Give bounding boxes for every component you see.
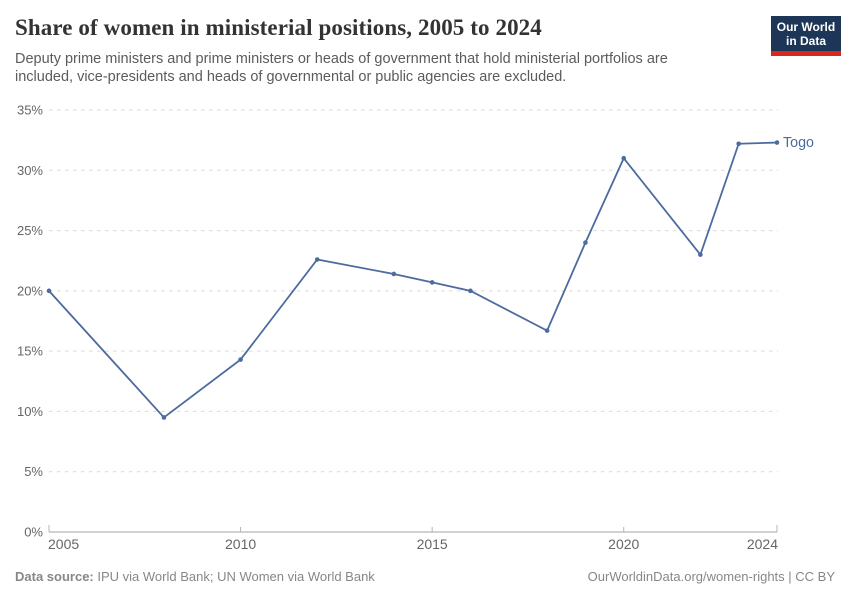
owid-logo-line2: in Data (785, 34, 826, 48)
page-title: Share of women in ministerial positions,… (15, 15, 542, 40)
x-tick-label: 2020 (608, 536, 639, 552)
x-tick-label: 2005 (48, 536, 79, 552)
line-chart[interactable]: 0% 5% 10% 15% 20% 25% 30% 35% 2005 2010 2015 2020 20… (0, 100, 850, 562)
owid-logo-line1: Our World (776, 20, 836, 34)
data-point[interactable] (621, 155, 627, 161)
chart-footer: Data source: IPU via World Bank; UN Wome… (15, 569, 835, 584)
data-source-text: IPU via World Bank; UN Women via World B… (97, 569, 375, 584)
data-point[interactable] (544, 328, 550, 333)
data-point[interactable] (774, 140, 780, 145)
data-point[interactable] (46, 288, 52, 294)
chart-subtitle: Deputy prime ministers and prime ministe… (15, 51, 668, 85)
y-tick-label: 0% (24, 525, 43, 540)
data-source-label: Data source: (15, 569, 94, 584)
y-tick-label: 30% (17, 163, 43, 178)
y-tick-label: 25% (17, 223, 43, 238)
owid-logo-stripe (771, 51, 841, 56)
credit-link[interactable]: OurWorldinData.org/women-rights | CC BY (587, 569, 835, 584)
owid-logo-text: Our World in Data (771, 16, 841, 51)
y-tick-label: 15% (17, 344, 43, 359)
data-point[interactable] (314, 257, 320, 262)
owid-logo[interactable]: Our World in Data (771, 16, 841, 56)
y-tick-label: 10% (17, 404, 43, 419)
data-source: Data source: IPU via World Bank; UN Wome… (15, 569, 375, 584)
y-tick-label: 35% (17, 103, 43, 118)
data-point[interactable] (736, 141, 741, 147)
series-end-label[interactable]: Togo (783, 135, 814, 151)
data-point[interactable] (161, 415, 167, 420)
data-point[interactable] (429, 280, 435, 285)
x-tick-label: 2010 (225, 536, 256, 552)
data-point[interactable] (468, 288, 473, 294)
data-point[interactable] (238, 357, 243, 362)
data-point[interactable] (583, 240, 588, 245)
plot-area[interactable] (49, 110, 777, 532)
chart-header: Share of women in ministerial positions,… (15, 14, 755, 86)
data-point[interactable] (698, 252, 703, 257)
y-tick-label: 20% (17, 283, 43, 298)
y-tick-label: 5% (24, 464, 43, 479)
x-tick-label: 2024 (747, 536, 778, 552)
x-tick-label: 2015 (417, 536, 448, 552)
data-point[interactable] (391, 271, 397, 277)
